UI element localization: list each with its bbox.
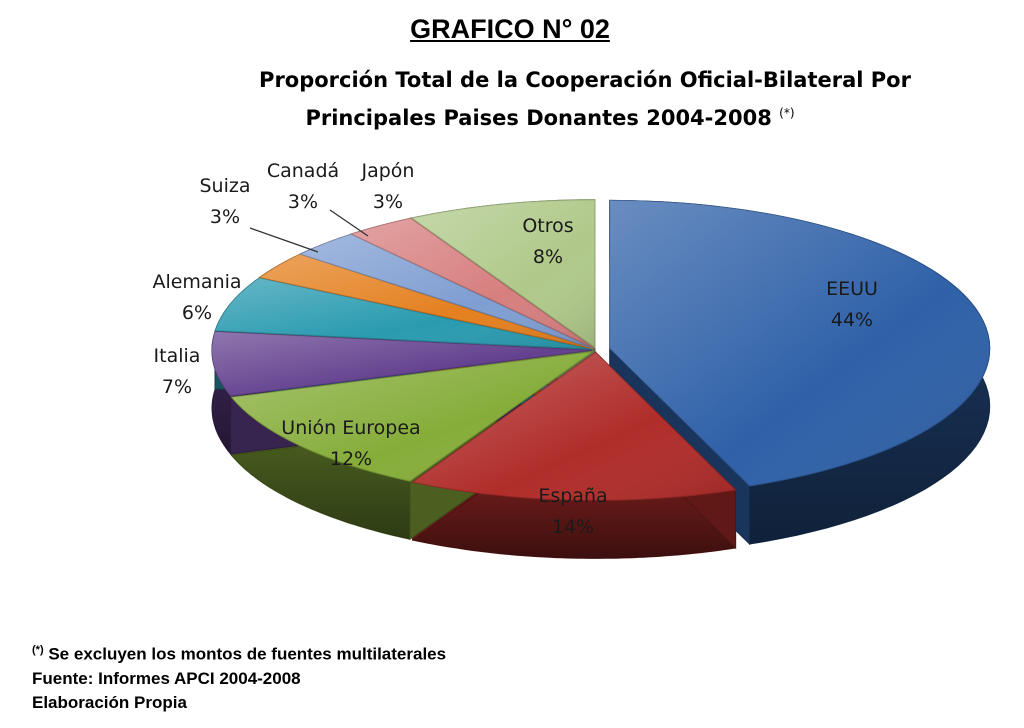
leader-line-6 [329,209,369,237]
slice-label-value-3: 7% [162,376,192,398]
slice-label-name-5: Suiza [200,175,251,197]
slice-label-value-8: 8% [533,246,563,268]
slice-label-name-1: España [538,485,607,507]
pie-slice-shine-8 [411,199,595,348]
pie-slice-shine-1 [412,352,736,501]
slice-label-name-3: Italia [154,345,201,367]
slice-label-value-0: 44% [831,309,873,331]
pie-slice-shine-0 [609,200,990,486]
chart-subtitle-line-1: Proporción Total de la Cooperación Ofici… [259,68,911,92]
footnote-text: Se excluyen los montos de fuentes multil… [48,644,447,664]
slice-label-value-4: 6% [182,302,212,324]
pie-slice-shine-3 [211,331,592,396]
slice-label-name-4: Alemania [152,271,241,293]
pie-slice-shine-7 [351,218,594,348]
subtitle-mark: (*) [779,106,795,120]
slice-label-name-2: Unión Europea [281,417,420,439]
slice-label-value-1: 14% [552,516,594,538]
slice-label-value-5: 3% [210,206,240,228]
slice-label-name-6: Canadá [267,160,339,182]
chart-subtitle-line-2: Principales Paises Donantes 2004-2008 (*… [240,106,860,130]
slice-label-name-0: EEUU [826,278,878,300]
pie-tops [211,199,991,501]
slice-side-shade-3 [212,331,231,454]
slice-labels: EEUU 44% España 14% Unión Europea 12% Italia 7%… [152,160,877,538]
pie-slice-shine-4 [215,278,593,350]
slice-side-shade-2 [231,397,410,540]
credit-note: Elaboración Propia [32,692,187,712]
pie-slice-shine-6 [300,234,594,349]
slice-side-shade-1 [412,482,736,559]
pie-slice-shine-5 [259,254,593,349]
slice-label-value-7: 3% [373,191,403,213]
slice-label-value-2: 12% [330,448,372,470]
source-note: Fuente: Informes APCI 2004-2008 [32,668,301,688]
subtitle-text: Principales Paises Donantes 2004-2008 [305,106,772,130]
slice-label-name-7: Japón [361,160,415,182]
chart-title: GRAFICO N° 02 [410,14,610,44]
footnote-exclusion: (*) Se excluyen los montos de fuentes mu… [32,638,446,667]
slice-label-value-6: 3% [288,191,318,213]
pie-slice-shine-2 [231,351,593,482]
slice-label-name-8: Otros [522,215,573,237]
leader-lines [249,209,369,253]
footnote-mark: (*) [32,644,44,656]
leader-line-5 [249,227,319,253]
footnotes: (*) Se excluyen los montos de fuentes mu… [32,638,446,715]
